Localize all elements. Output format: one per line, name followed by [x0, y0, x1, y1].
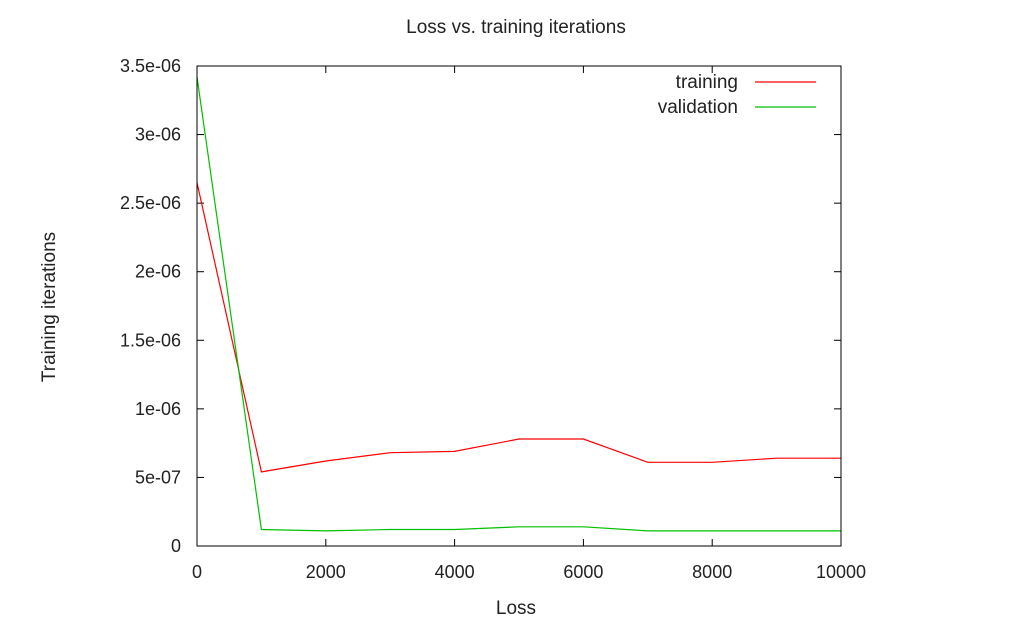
- y-tick-label: 2.5e-06: [120, 193, 181, 213]
- series-line-training: [196, 182, 841, 473]
- x-tick-label: 0: [192, 562, 202, 582]
- y-tick-label: 2e-06: [135, 262, 181, 282]
- y-tick-label: 3e-06: [135, 125, 181, 145]
- x-tick-label: 8000: [692, 562, 732, 582]
- y-axis-title: Training iterations: [39, 232, 60, 382]
- x-axis-title: Loss: [496, 598, 536, 619]
- y-tick-label: 0: [171, 536, 181, 556]
- y-tick-label: 5e-07: [135, 467, 181, 487]
- plot-lines: [196, 76, 841, 532]
- legend: training validation: [658, 72, 816, 118]
- chart-title: Loss vs. training iterations: [406, 17, 626, 38]
- y-tick-label: 1e-06: [135, 399, 181, 419]
- x-tick-label: 2000: [306, 562, 346, 582]
- x-tick-label: 4000: [435, 562, 475, 582]
- x-tick-label: 6000: [563, 562, 603, 582]
- series-line-validation: [196, 76, 841, 532]
- plot-frame: [196, 65, 842, 547]
- axis-ticks: 0 2000 4000 6000 8000 10000 0 5e-07 1e-06 1.5e-06…: [120, 56, 866, 582]
- y-tick-label: 1.5e-06: [120, 330, 181, 350]
- legend-label-training: training: [676, 72, 738, 93]
- y-tick-label: 3.5e-06: [120, 56, 181, 76]
- x-tick-label: 10000: [816, 562, 866, 582]
- legend-label-validation: validation: [658, 97, 738, 118]
